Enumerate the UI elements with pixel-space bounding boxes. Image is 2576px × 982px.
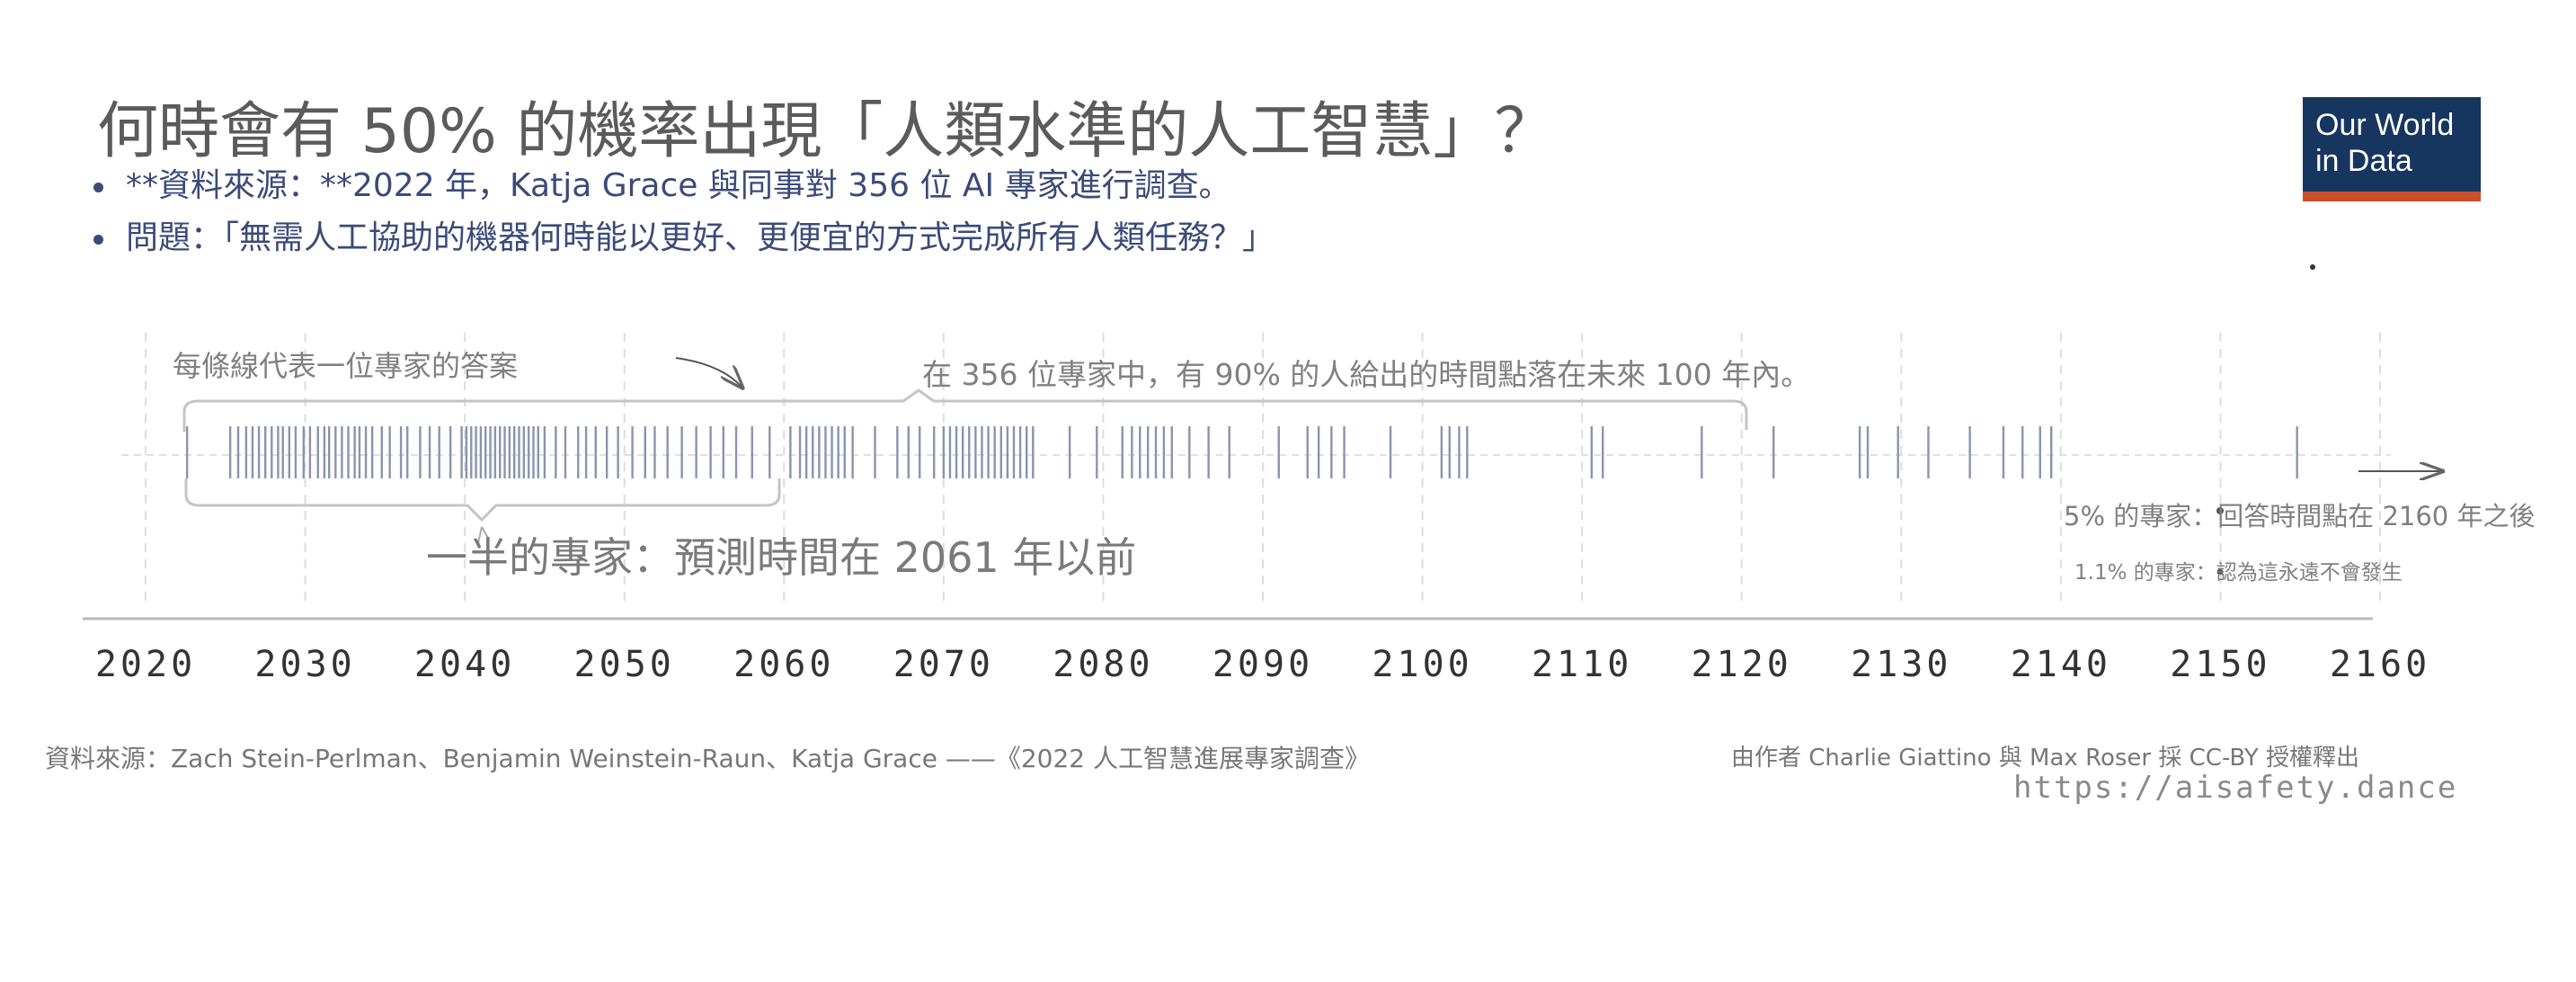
x-tick-label: 2080 <box>1053 644 1153 685</box>
logo-line1: Our World <box>2315 108 2455 142</box>
x-tick-label: 2150 <box>2170 644 2270 685</box>
ninety-pct-brace <box>182 388 1748 432</box>
subtitle-bullets: **資料來源：**2022 年，Katja Grace 與同事對 356 位 A… <box>93 160 1275 264</box>
x-tick-label: 2050 <box>574 644 675 685</box>
x-tick-label: 2030 <box>254 644 355 685</box>
logo-line2: in Data <box>2315 144 2412 178</box>
decorative-dot <box>2310 264 2315 270</box>
x-tick-label: 2100 <box>1372 644 1472 685</box>
x-tick-label: 2060 <box>733 644 834 685</box>
our-world-in-data-logo[interactable]: Our World in Data <box>2303 97 2481 201</box>
x-tick-label: 2090 <box>1212 644 1313 685</box>
x-tick-label: 2070 <box>893 644 994 685</box>
annotation-each-line: 每條線代表一位專家的答案 <box>173 349 518 383</box>
x-tick-label: 2040 <box>414 644 515 685</box>
x-tick-label: 2140 <box>2011 644 2111 685</box>
x-tick-label: 2020 <box>95 644 196 685</box>
x-axis-ticks: 2020 2030 2040 2050 2060 2070 2080 2090 2100 2110… <box>95 644 2430 685</box>
never-dot <box>2216 568 2224 576</box>
x-tick-label: 2130 <box>1851 644 1951 685</box>
annotation-five-pct: 5% 的專家：回答時間點在 2160 年之後 <box>2064 501 2535 531</box>
annotation-ninety-pct: 在 356 位專家中，有 90% 的人給出的時間點落在未來 100 年內。 <box>922 357 1810 392</box>
half-brace <box>184 478 781 522</box>
bullet-question: 問題：「無需人工協助的機器何時能以更好、更便宜的方式完成所有人類任務？」 <box>93 212 1275 264</box>
chart-title: 何時會有 50% 的機率出現「人類水準的人工智慧」？ <box>97 96 1556 167</box>
x-tick-label: 2160 <box>2330 644 2430 685</box>
pointer-arrow <box>675 357 742 387</box>
annotation-never: 1.1% 的專家：認為這永遠不會發生 <box>2074 561 2403 585</box>
x-tick-label: 2110 <box>1532 644 1632 685</box>
annotation-half: 一半的專家：預測時間在 2061 年以前 <box>426 533 1136 582</box>
logo-accent-bar <box>2303 192 2481 201</box>
footer-source: 資料來源：Zach Stein-Perlman、Benjamin Weinste… <box>45 744 1370 773</box>
answer-lines <box>185 426 2298 478</box>
footer-license: 由作者 Charlie Giattino 與 Max Roser 採 CC-BY… <box>1731 745 2359 772</box>
bullet-source: **資料來源：**2022 年，Katja Grace 與同事對 356 位 A… <box>93 160 1275 212</box>
x-tick-label: 2120 <box>1692 644 1792 685</box>
footer-url[interactable]: https://aisafety.dance <box>2013 770 2458 806</box>
five-pct-dot <box>2216 507 2224 514</box>
half-pointer-icon <box>477 526 490 544</box>
